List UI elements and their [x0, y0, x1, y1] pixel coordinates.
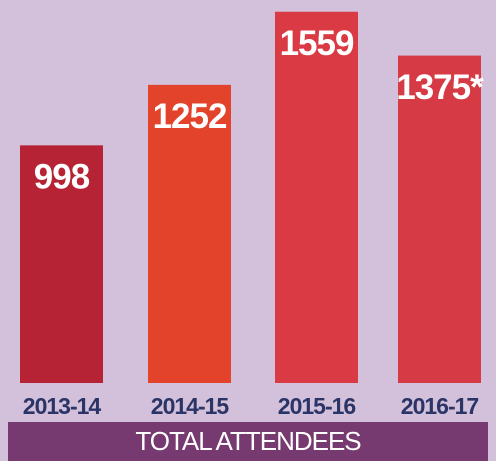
bar	[275, 11, 358, 384]
x-tick-label: 2014-15	[151, 393, 230, 419]
bar	[398, 55, 481, 383]
bar	[148, 84, 231, 384]
value-label: 1252	[153, 97, 227, 136]
chart-title: TOTAL ATTENDEES	[135, 426, 361, 456]
value-label: 1375*	[396, 68, 484, 107]
x-tick-label: 2015-16	[278, 393, 356, 419]
value-label: 1559	[280, 24, 354, 63]
bar	[20, 145, 103, 383]
title-band	[8, 422, 488, 461]
x-tick-label: 2016-17	[401, 393, 479, 419]
x-tick-label: 2013-14	[23, 393, 102, 419]
value-label: 998	[34, 158, 90, 197]
